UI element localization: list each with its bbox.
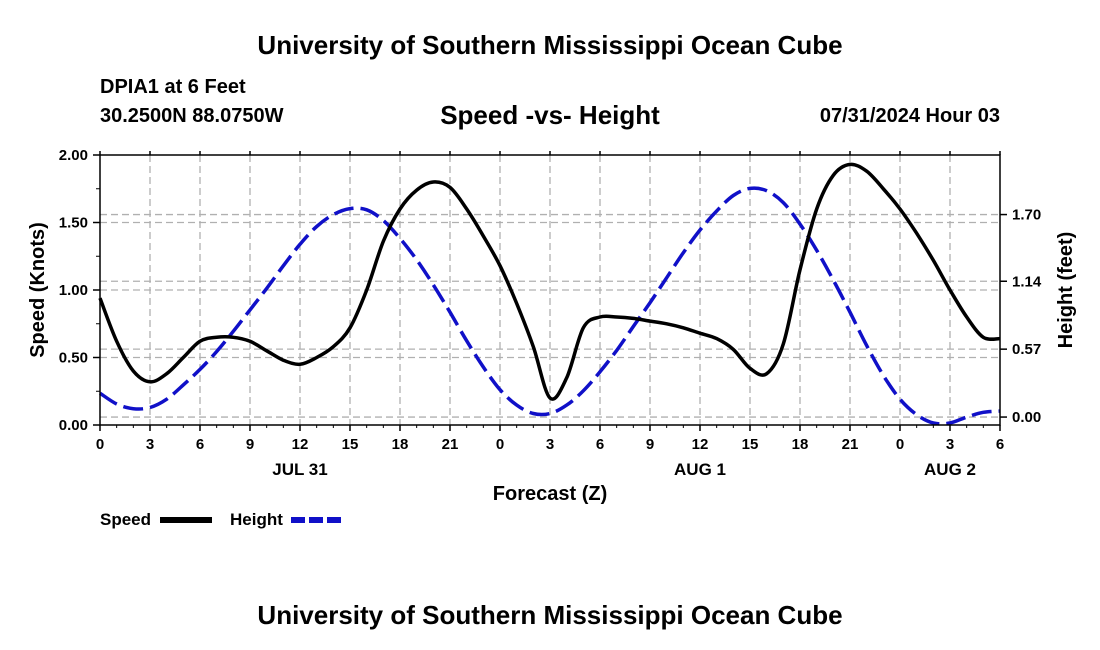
station-label: DPIA1 at 6 Feet [100, 76, 246, 98]
x-tick-label: 18 [392, 436, 409, 453]
forecast-datetime: 07/31/2024 Hour 03 [819, 105, 1000, 127]
y-tick-label: 2.00 [59, 147, 88, 164]
x-tick-label: 18 [792, 436, 809, 453]
x-tick-label: 12 [692, 436, 709, 453]
axes: 0 3 6 9 12 15 18 21 0 3 6 9 12 15 18 21 0 3 6 JUL 31 AUG 1 AU… [59, 147, 1042, 479]
x-axis-label: Forecast (Z) [493, 483, 607, 505]
grid [100, 155, 1000, 425]
series-line-speed [98, 162, 1001, 401]
y-axis-label: Speed (Knots) [27, 222, 49, 358]
x-tick-label: 15 [742, 436, 759, 453]
x-tick-label: 3 [146, 436, 154, 453]
y2-tick-label: 1.14 [1012, 273, 1042, 290]
y-tick-label: 0.50 [59, 350, 88, 367]
x-tick-label: 12 [292, 436, 309, 453]
x-tick-label: 21 [842, 436, 859, 453]
speed-height-chart: 0 3 6 9 12 15 18 21 0 3 6 9 12 15 18 21 0 3 6 JUL 31 AUG 1 AU… [27, 147, 1077, 529]
x-tick-label: 9 [646, 436, 654, 453]
x-day-label: AUG 2 [924, 460, 976, 479]
legend: Speed Height [100, 510, 343, 529]
y2-axis-label: Height (feet) [1055, 232, 1077, 349]
series-layer [98, 162, 1001, 426]
y2-tick-label: 0.57 [1012, 341, 1041, 358]
y-tick-label: 0.00 [59, 417, 88, 434]
footer-title: University of Southern Mississippi Ocean… [257, 600, 843, 630]
x-day-label: AUG 1 [674, 460, 726, 479]
x-tick-label: 9 [246, 436, 254, 453]
station-coordinates: 30.2500N 88.0750W [100, 105, 284, 127]
x-tick-label: 21 [442, 436, 459, 453]
x-tick-label: 0 [96, 436, 104, 453]
x-tick-label: 15 [342, 436, 359, 453]
legend-label-speed: Speed [100, 510, 151, 529]
x-tick-label: 0 [496, 436, 504, 453]
x-tick-label: 3 [546, 436, 554, 453]
main-title: University of Southern Mississippi Ocean… [257, 30, 843, 60]
x-tick-label: 0 [896, 436, 904, 453]
y-tick-label: 1.50 [59, 215, 88, 232]
legend-label-height: Height [230, 510, 283, 529]
x-tick-label: 3 [946, 436, 954, 453]
x-tick-label: 6 [596, 436, 604, 453]
x-day-label: JUL 31 [272, 460, 327, 479]
chart-title: Speed -vs- Height [440, 100, 660, 130]
y-tick-label: 1.00 [59, 282, 88, 299]
series-line-height [99, 186, 1001, 426]
x-tick-label: 6 [996, 436, 1004, 453]
y2-tick-label: 1.70 [1012, 207, 1041, 224]
y2-tick-label: 0.00 [1012, 409, 1041, 426]
x-tick-label: 6 [196, 436, 204, 453]
